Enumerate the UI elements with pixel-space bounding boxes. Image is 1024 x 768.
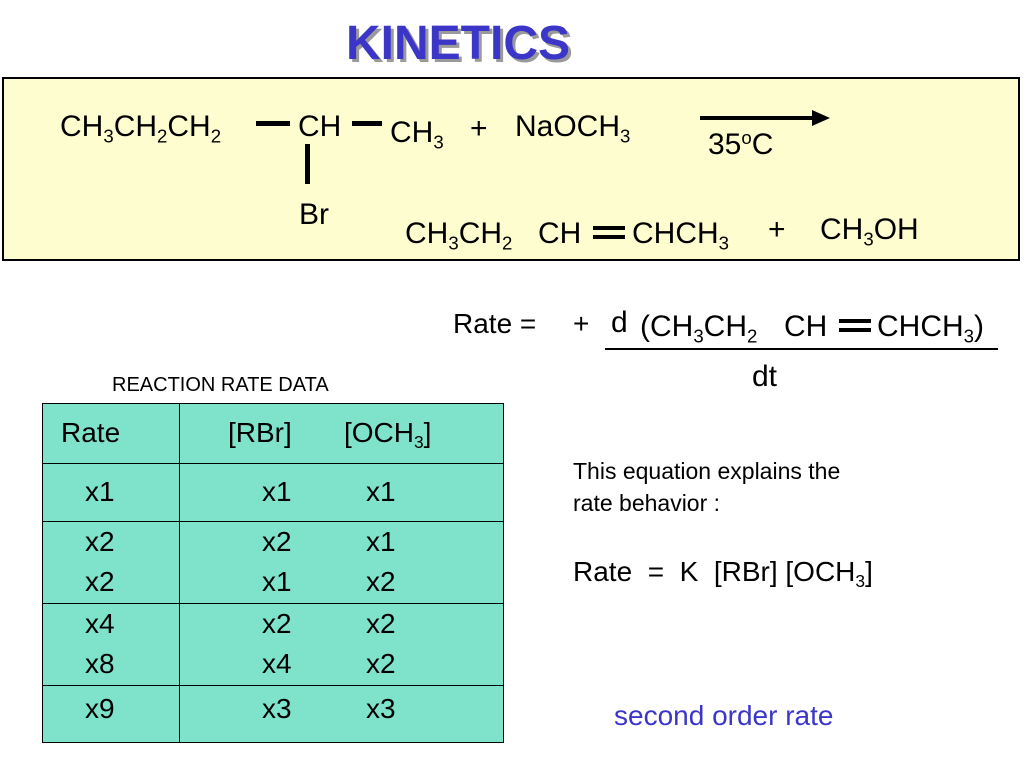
rate-denominator: dt (752, 360, 778, 393)
table-row: x4 x8 x2 x2 x4 x2 (42, 603, 504, 686)
arrow-head-icon (812, 110, 830, 126)
reaction-box (2, 77, 1020, 261)
double-bond-line (839, 328, 871, 332)
reagent: NaOCH3 (515, 110, 631, 147)
plus-sign: + (470, 112, 488, 145)
fraction-bar (605, 348, 998, 350)
table-row: x1 x1 x1 (42, 463, 504, 522)
double-bond-line (593, 235, 625, 239)
substituent-br: Br (299, 198, 329, 231)
table-caption: REACTION RATE DATA (112, 374, 329, 396)
table-row: x9 x3 x3 (42, 685, 504, 743)
rate-sign: + (573, 308, 590, 339)
bond-line-vertical (305, 144, 310, 184)
double-bond-line (593, 226, 625, 230)
plus-sign: + (768, 213, 786, 246)
reactant-chain: CH3CH2CH2 (60, 110, 222, 147)
rate-law: Rate = K [RBr] [OCH3] (573, 556, 873, 592)
explanation-line-2: rate behavior : (573, 490, 721, 516)
slide-title: KINETICS (345, 17, 570, 70)
conclusion-text: second order rate (614, 700, 834, 731)
header-och3: [OCH3] (344, 416, 432, 452)
header-rbr: [RBr] (228, 416, 292, 448)
rate-numerator-species-right: CHCH3) (877, 310, 985, 347)
rate-numerator-species-left: (CH3CH2 (640, 310, 758, 347)
reactant-center: CH (298, 110, 342, 143)
header-rate: Rate (42, 403, 180, 464)
byproduct: CH3OH (820, 213, 919, 250)
double-bond-line (839, 319, 871, 323)
bond-line (352, 121, 382, 126)
bond-line (256, 121, 290, 126)
product-left: CH3CH2 (405, 217, 513, 254)
rate-numerator-species-center: CH (784, 310, 828, 343)
header-concentrations: [RBr] [OCH3] (179, 403, 504, 464)
reactant-end: CH3 (390, 116, 444, 153)
table-row: x2 x2 x2 x1 x1 x2 (42, 521, 504, 604)
reaction-condition: 35oC (708, 126, 774, 161)
product-center: CH (538, 217, 582, 250)
explanation-line-1: This equation explains the (573, 458, 841, 484)
rate-numerator-d: d (611, 306, 628, 339)
reaction-arrow (700, 116, 816, 120)
product-right: CHCH3 (632, 217, 730, 254)
reaction-rate-table: Rate [RBr] [OCH3] x1 x1 x1 x2 x2 x2 x1 x… (42, 403, 504, 743)
rate-label: Rate = (453, 308, 537, 339)
